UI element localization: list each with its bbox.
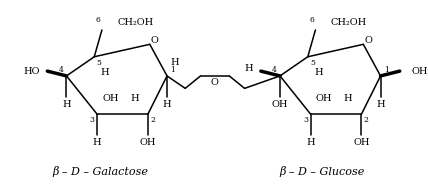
Text: CH₂OH: CH₂OH (117, 18, 154, 27)
Text: β – D – Glucose: β – D – Glucose (279, 166, 365, 177)
Text: 6: 6 (309, 16, 314, 24)
Text: 5: 5 (310, 59, 315, 68)
Text: O: O (364, 36, 372, 45)
Text: 1: 1 (384, 66, 389, 74)
Text: H: H (130, 94, 139, 103)
Text: H: H (170, 58, 179, 67)
Text: H: H (314, 68, 323, 77)
Text: H: H (163, 100, 171, 109)
Text: H: H (101, 68, 109, 77)
Text: H: H (93, 138, 101, 147)
Text: OH: OH (272, 100, 288, 109)
Text: 6: 6 (95, 16, 101, 24)
Text: H: H (376, 100, 385, 109)
Text: O: O (151, 36, 158, 45)
Text: 5: 5 (97, 59, 101, 68)
Text: CH₂OH: CH₂OH (331, 18, 367, 27)
Text: O: O (210, 78, 218, 87)
Text: 3: 3 (90, 116, 95, 124)
Text: H: H (344, 94, 352, 103)
Text: OH: OH (102, 94, 119, 103)
Text: H: H (244, 64, 253, 73)
Text: OH: OH (316, 94, 332, 103)
Text: H: H (62, 100, 71, 109)
Text: 3: 3 (303, 116, 308, 124)
Text: OH: OH (353, 138, 370, 147)
Text: OH: OH (411, 67, 428, 76)
Text: H: H (306, 138, 315, 147)
Text: 4: 4 (58, 66, 63, 74)
Text: 1: 1 (170, 66, 175, 74)
Text: OH: OH (140, 138, 156, 147)
Text: 4: 4 (272, 66, 277, 74)
Text: β – D – Galactose: β – D – Galactose (52, 166, 148, 177)
Text: 2: 2 (150, 116, 155, 124)
Text: 2: 2 (364, 116, 369, 124)
Text: HO: HO (23, 67, 40, 76)
